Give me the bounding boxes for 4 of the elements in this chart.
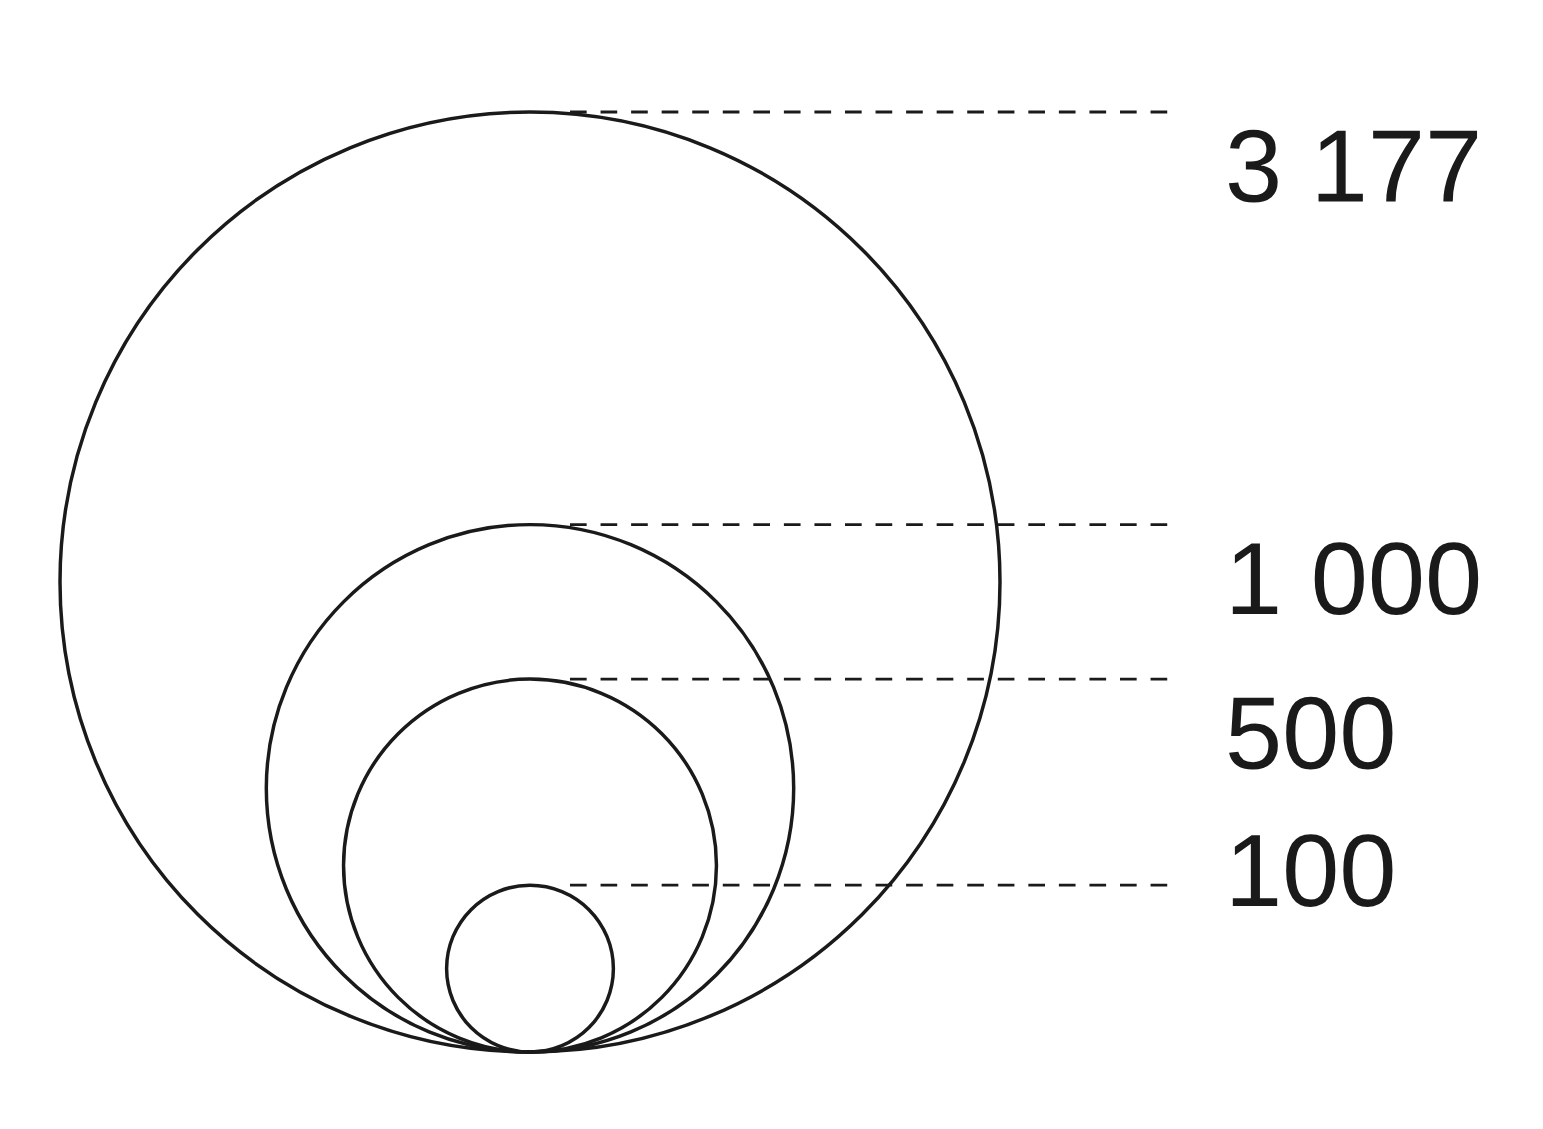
data-label: 100 [1232, 834, 1393, 907]
data-label: 1 000 [1232, 542, 1479, 616]
data-label: 500 [1229, 696, 1393, 770]
data-label: 3 177 [1228, 129, 1478, 203]
